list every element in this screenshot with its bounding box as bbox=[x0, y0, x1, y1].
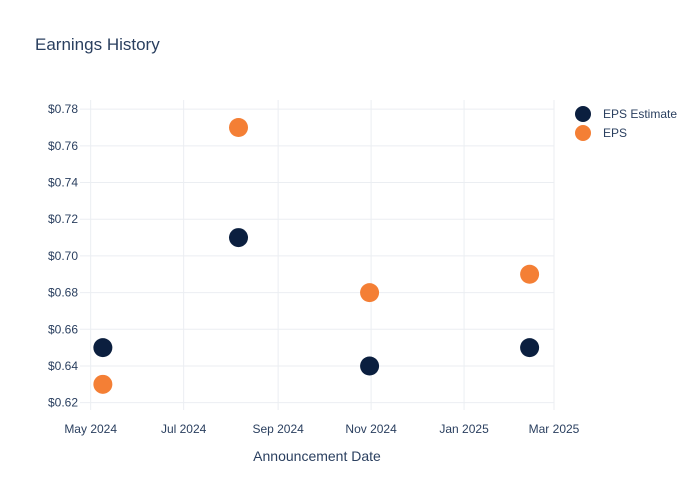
y-axis-ticks: $0.62 $0.64 $0.66 $0.68 $0.70 $0.72 $0.74 $0.76… bbox=[48, 102, 78, 409]
y-tick-label: $0.78 bbox=[48, 102, 78, 116]
legend: EPS Estimate EPS bbox=[575, 106, 677, 141]
y-tick-label: $0.68 bbox=[48, 286, 78, 300]
data-point[interactable] bbox=[360, 283, 380, 303]
data-point[interactable] bbox=[520, 338, 540, 358]
x-tick-label: Jan 2025 bbox=[439, 422, 489, 436]
x-tick-label: Jul 2024 bbox=[161, 422, 207, 436]
data-point[interactable] bbox=[229, 228, 249, 248]
legend-label: EPS Estimate bbox=[603, 107, 677, 121]
data-point[interactable] bbox=[229, 118, 249, 138]
legend-label: EPS bbox=[603, 126, 627, 140]
y-tick-label: $0.64 bbox=[48, 359, 78, 373]
data-points bbox=[93, 118, 540, 394]
x-tick-label: Nov 2024 bbox=[345, 422, 397, 436]
y-tick-label: $0.72 bbox=[48, 212, 78, 226]
x-axis-ticks: May 2024 Jul 2024 Sep 2024 Nov 2024 Jan 2025… bbox=[64, 422, 579, 436]
chart-title: Earnings History bbox=[35, 35, 160, 54]
y-tick-label: $0.76 bbox=[48, 139, 78, 153]
x-tick-label: Mar 2025 bbox=[529, 422, 580, 436]
x-tick-label: May 2024 bbox=[64, 422, 117, 436]
data-point[interactable] bbox=[360, 356, 380, 376]
legend-marker bbox=[575, 125, 591, 141]
y-tick-label: $0.66 bbox=[48, 322, 78, 336]
data-point[interactable] bbox=[93, 338, 113, 358]
grid-lines bbox=[80, 100, 555, 410]
x-tick-label: Sep 2024 bbox=[252, 422, 304, 436]
data-point[interactable] bbox=[93, 374, 113, 394]
legend-marker bbox=[575, 106, 591, 122]
data-point[interactable] bbox=[520, 264, 540, 284]
y-tick-label: $0.62 bbox=[48, 396, 78, 410]
y-tick-label: $0.70 bbox=[48, 249, 78, 263]
y-tick-label: $0.74 bbox=[48, 176, 78, 190]
x-axis-title: Announcement Date bbox=[253, 448, 381, 464]
